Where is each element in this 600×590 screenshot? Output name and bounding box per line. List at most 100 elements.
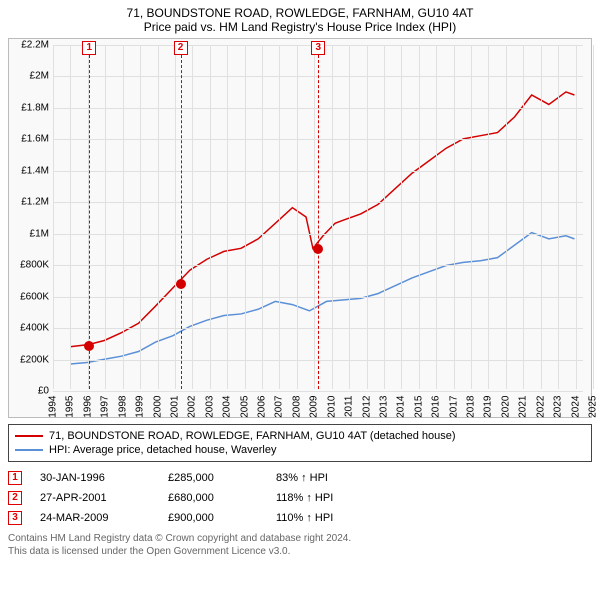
x-axis-label: 1994: [48, 396, 59, 424]
gridline-vertical: [436, 45, 437, 389]
event-row-date: 30-JAN-1996: [40, 472, 150, 484]
x-axis-label: 2023: [553, 396, 564, 424]
event-marker-dot: [176, 279, 186, 289]
gridline-vertical: [593, 45, 594, 389]
event-row-number: 1: [8, 471, 22, 485]
gridline-vertical: [558, 45, 559, 389]
x-axis-label: 2022: [535, 396, 546, 424]
gridline-vertical: [523, 45, 524, 389]
event-row-pct: 83% ↑ HPI: [276, 472, 328, 484]
footer-line1: Contains HM Land Registry data © Crown c…: [8, 532, 592, 545]
event-vline: [318, 45, 319, 389]
events-list: 1 30-JAN-1996 £285,000 83% ↑ HPI 2 27-APR-200…: [8, 468, 592, 528]
y-axis-label: £800K: [9, 260, 49, 271]
x-axis-label: 2010: [326, 396, 337, 424]
gridline-vertical: [471, 45, 472, 389]
x-axis-label: 2016: [431, 396, 442, 424]
gridline-vertical: [123, 45, 124, 389]
gridline-vertical: [384, 45, 385, 389]
x-axis-label: 2025: [588, 396, 599, 424]
gridline-vertical: [192, 45, 193, 389]
event-row: 1 30-JAN-1996 £285,000 83% ↑ HPI: [8, 468, 592, 488]
gridline-vertical: [210, 45, 211, 389]
event-vline: [89, 45, 90, 389]
event-row-pct: 118% ↑ HPI: [276, 492, 333, 504]
gridline-vertical: [332, 45, 333, 389]
gridline-vertical: [279, 45, 280, 389]
gridline-vertical: [262, 45, 263, 389]
x-axis-label: 2003: [204, 396, 215, 424]
gridline-vertical: [70, 45, 71, 389]
footer-attribution: Contains HM Land Registry data © Crown c…: [8, 532, 592, 558]
event-row-number: 2: [8, 491, 22, 505]
chart-title-line2: Price paid vs. HM Land Registry's House …: [8, 20, 592, 34]
x-axis-label: 2009: [309, 396, 320, 424]
event-vline: [181, 45, 182, 389]
event-marker-dot: [84, 341, 94, 351]
gridline-vertical: [175, 45, 176, 389]
series-line: [70, 92, 574, 347]
x-axis-label: 2006: [257, 396, 268, 424]
y-axis-label: £0: [9, 386, 49, 397]
legend-swatch: [15, 435, 43, 437]
gridline-vertical: [105, 45, 106, 389]
event-row: 2 27-APR-2001 £680,000 118% ↑ HPI: [8, 488, 592, 508]
x-axis-label: 2013: [378, 396, 389, 424]
y-axis-label: £1.6M: [9, 134, 49, 145]
legend-row: 71, BOUNDSTONE ROAD, ROWLEDGE, FARNHAM, …: [15, 429, 585, 443]
x-axis-label: 2020: [500, 396, 511, 424]
x-axis-label: 2021: [518, 396, 529, 424]
event-row-number: 3: [8, 511, 22, 525]
gridline-vertical: [227, 45, 228, 389]
event-marker-dot: [313, 244, 323, 254]
legend-box: 71, BOUNDSTONE ROAD, ROWLEDGE, FARNHAM, …: [8, 424, 592, 462]
legend-swatch: [15, 449, 43, 451]
x-axis-label: 2005: [239, 396, 250, 424]
gridline-vertical: [245, 45, 246, 389]
event-number-box: 1: [82, 41, 96, 55]
y-axis-label: £2.2M: [9, 40, 49, 51]
y-axis-label: £200K: [9, 354, 49, 365]
y-axis-label: £600K: [9, 291, 49, 302]
gridline-vertical: [419, 45, 420, 389]
gridline-vertical: [506, 45, 507, 389]
gridline-horizontal: [53, 391, 583, 392]
event-row-price: £680,000: [168, 492, 258, 504]
legend-label: 71, BOUNDSTONE ROAD, ROWLEDGE, FARNHAM, …: [49, 430, 456, 442]
x-axis-label: 2008: [291, 396, 302, 424]
x-axis-label: 2014: [396, 396, 407, 424]
event-row-price: £900,000: [168, 512, 258, 524]
x-axis-label: 2012: [361, 396, 372, 424]
event-row-date: 27-APR-2001: [40, 492, 150, 504]
event-number-box: 2: [174, 41, 188, 55]
x-axis-label: 2007: [274, 396, 285, 424]
y-axis-label: £1M: [9, 228, 49, 239]
gridline-vertical: [314, 45, 315, 389]
x-axis-label: 2011: [344, 396, 355, 424]
chart-title-block: 71, BOUNDSTONE ROAD, ROWLEDGE, FARNHAM, …: [8, 6, 592, 34]
x-axis-label: 2015: [413, 396, 424, 424]
page-container: 71, BOUNDSTONE ROAD, ROWLEDGE, FARNHAM, …: [0, 0, 600, 590]
x-axis-label: 2004: [222, 396, 233, 424]
gridline-vertical: [401, 45, 402, 389]
x-axis-label: 2000: [152, 396, 163, 424]
gridline-vertical: [454, 45, 455, 389]
chart-title-line1: 71, BOUNDSTONE ROAD, ROWLEDGE, FARNHAM, …: [8, 6, 592, 20]
x-axis-label: 1996: [82, 396, 93, 424]
footer-line2: This data is licensed under the Open Gov…: [8, 545, 592, 558]
y-axis-label: £1.2M: [9, 197, 49, 208]
gridline-vertical: [297, 45, 298, 389]
y-axis-label: £1.8M: [9, 102, 49, 113]
x-axis-label: 1997: [100, 396, 111, 424]
event-number-box: 3: [311, 41, 325, 55]
x-axis-label: 1998: [117, 396, 128, 424]
event-row-date: 24-MAR-2009: [40, 512, 150, 524]
legend-row: HPI: Average price, detached house, Wave…: [15, 443, 585, 457]
event-row-price: £285,000: [168, 472, 258, 484]
legend-label: HPI: Average price, detached house, Wave…: [49, 444, 276, 456]
gridline-vertical: [140, 45, 141, 389]
gridline-vertical: [53, 45, 54, 389]
x-axis-label: 1999: [135, 396, 146, 424]
x-axis-label: 1995: [65, 396, 76, 424]
y-axis-label: £400K: [9, 323, 49, 334]
